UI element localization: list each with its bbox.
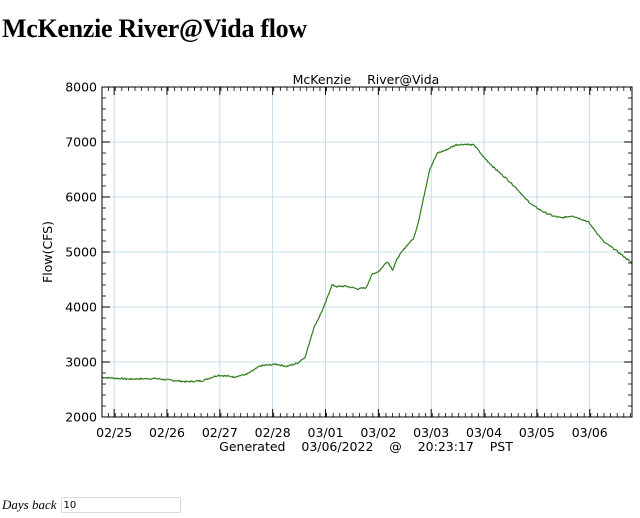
x-tick-label: 02/28 [255, 425, 291, 440]
x-tick-label: 03/01 [308, 425, 344, 440]
grid-lines [102, 87, 632, 417]
y-axis-label: Flow(CFS) [40, 221, 55, 283]
axis-ticks [101, 86, 632, 418]
y-tick-label: 8000 [65, 80, 97, 95]
days-back-label: Days back [2, 497, 57, 512]
x-tick-label: 03/05 [519, 425, 555, 440]
days-back-control: Days back [2, 497, 181, 513]
days-back-input[interactable] [60, 497, 181, 513]
y-tick-label: 3000 [65, 355, 97, 370]
x-tick-label: 02/27 [202, 425, 238, 440]
x-tick-label: 03/04 [466, 425, 502, 440]
tick-labels: 02/25 02/26 02/27 02/28 03/01 03/02 03/03 03/04… [65, 80, 608, 441]
page-title: McKenzie River@Vida flow [2, 14, 307, 43]
flow-series-line [102, 143, 633, 383]
flow-chart: 02/25 02/26 02/27 02/28 03/01 03/02 03/03 03/04… [0, 66, 640, 466]
x-tick-label: 03/02 [360, 425, 396, 440]
y-tick-label: 7000 [65, 135, 97, 150]
y-tick-label: 5000 [65, 245, 97, 260]
chart-background [0, 66, 640, 466]
y-tick-label: 4000 [65, 300, 97, 315]
y-tick-label: 2000 [65, 410, 97, 425]
y-tick-label: 6000 [65, 190, 97, 205]
x-tick-label: 02/25 [96, 425, 132, 440]
x-axis-label: Generated 03/06/2022 @ 20:23:17 PST [219, 439, 513, 454]
x-tick-label: 03/06 [572, 425, 608, 440]
x-tick-label: 03/03 [413, 425, 449, 440]
x-tick-label: 02/26 [149, 425, 185, 440]
chart-title: McKenzie River@Vida [293, 72, 440, 87]
